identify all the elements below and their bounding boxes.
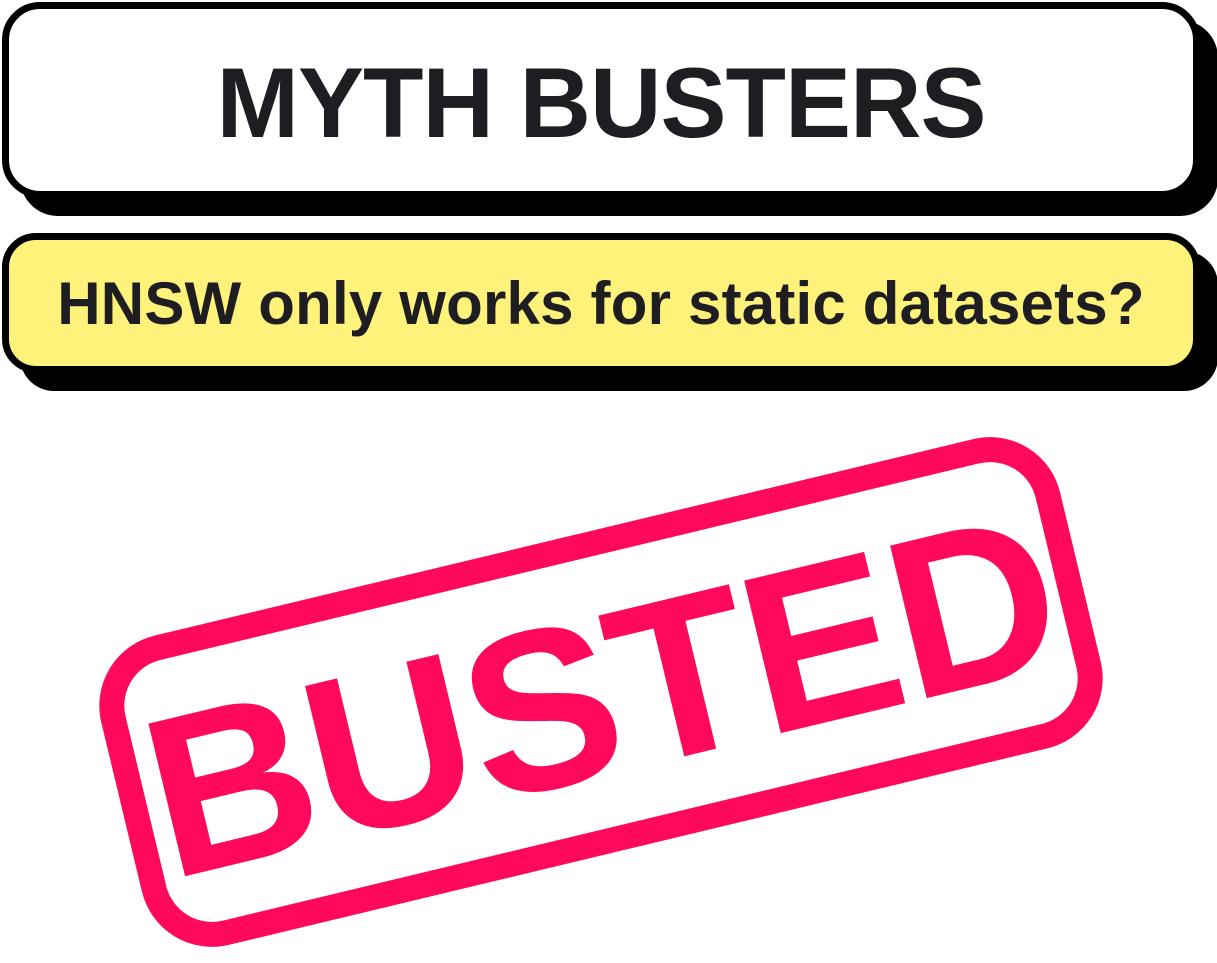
question-banner: HNSW only works for static datasets? bbox=[2, 233, 1200, 373]
title-banner: MYTH BUSTERS bbox=[2, 2, 1200, 198]
busted-stamp: BUSTED bbox=[84, 422, 1118, 962]
page-title: MYTH BUSTERS bbox=[216, 46, 986, 158]
myth-question: HNSW only works for static datasets? bbox=[57, 270, 1145, 337]
busted-stamp-label: BUSTED bbox=[122, 464, 1082, 928]
